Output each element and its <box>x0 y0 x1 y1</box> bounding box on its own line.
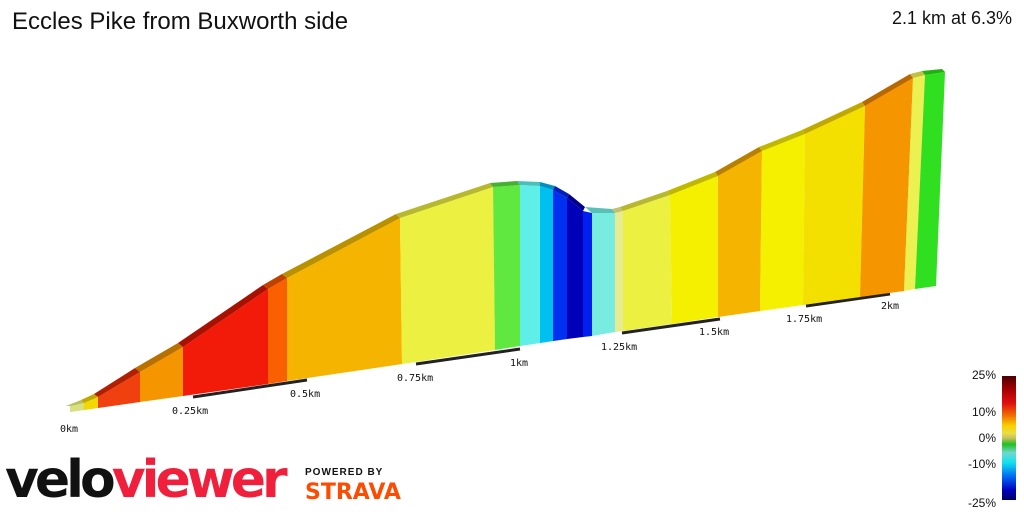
page-title: Eccles Pike from Buxworth side <box>12 8 349 35</box>
tick-1km: 1km <box>510 358 528 369</box>
segment-13 <box>583 211 592 337</box>
distance-tick-labels: 0km 0.25km 0.5km 0.75km 1km 1.25km 1.5km… <box>60 301 899 435</box>
segment-1 <box>84 397 98 410</box>
segment-2 <box>98 372 140 408</box>
segment-4 <box>183 289 268 396</box>
segment-16 <box>623 195 672 331</box>
segment-10 <box>540 186 553 343</box>
climb-summary: 2.1 km at 6.3% <box>891 8 1012 28</box>
segment-14 <box>592 213 615 336</box>
segment-21 <box>860 78 913 297</box>
tick-0.5km: 0.5km <box>290 389 320 400</box>
tick-0.75km: 0.75km <box>397 373 433 384</box>
tick-0km: 0km <box>60 424 78 435</box>
logo-viewer: viewer <box>111 450 288 510</box>
powered-by-label: POWERED BY <box>305 467 384 478</box>
segment-6 <box>287 218 402 381</box>
tick-1.5km: 1.5km <box>699 327 729 338</box>
legend-label-0: 0% <box>978 431 996 445</box>
tick-1.25km: 1.25km <box>601 342 637 353</box>
segment-17 <box>670 176 718 324</box>
strava-logo[interactable]: STRAVA <box>305 480 401 505</box>
tick-1.75km: 1.75km <box>786 314 822 325</box>
distance-tick-bars <box>192 292 891 399</box>
gradient-legend: 25% 10% 0% -10% -25% <box>950 366 1024 512</box>
legend-label-minus25: -25% <box>967 496 996 510</box>
segment-8 <box>493 185 520 350</box>
segment-20 <box>803 106 865 305</box>
segment-3 <box>140 347 183 402</box>
segment-18 <box>718 151 762 317</box>
veloviewer-logo[interactable]: veloviewer <box>5 450 288 510</box>
gradient-color-bar <box>1002 376 1016 500</box>
tick-2km: 2km <box>881 301 899 312</box>
segment-7 <box>400 187 495 364</box>
segment-12 <box>567 198 583 339</box>
profile-top-edge <box>66 69 945 406</box>
tick-0.25km: 0.25km <box>172 406 208 417</box>
segment-22 <box>904 75 925 291</box>
segment-11 <box>553 190 567 341</box>
logo-velo: velo <box>5 450 116 510</box>
legend-label-10: 10% <box>971 405 996 419</box>
segment-23 <box>915 72 945 289</box>
legend-label-minus10: -10% <box>967 457 996 471</box>
segment-15 <box>615 211 623 332</box>
segment-9 <box>520 185 540 346</box>
gradient-segments <box>70 72 945 412</box>
segment-19 <box>760 134 805 311</box>
segment-5 <box>268 278 287 384</box>
legend-label-25: 25% <box>971 368 996 382</box>
